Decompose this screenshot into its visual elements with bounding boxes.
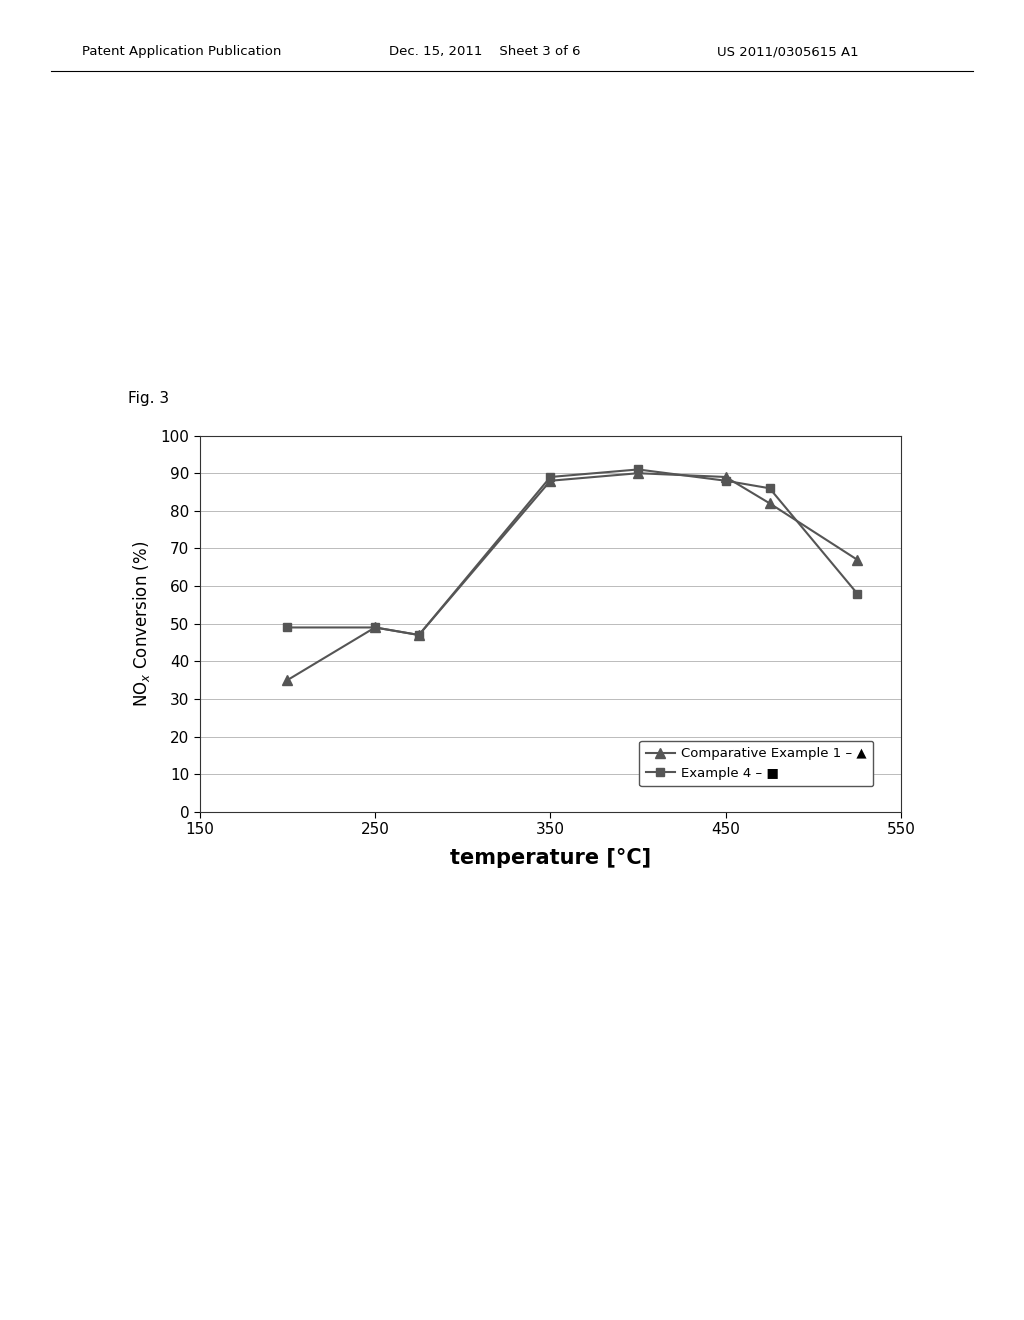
Text: US 2011/0305615 A1: US 2011/0305615 A1 (717, 45, 858, 58)
X-axis label: temperature [°C]: temperature [°C] (450, 849, 651, 869)
Text: Dec. 15, 2011    Sheet 3 of 6: Dec. 15, 2011 Sheet 3 of 6 (389, 45, 581, 58)
Text: Fig. 3: Fig. 3 (128, 391, 169, 405)
Text: Patent Application Publication: Patent Application Publication (82, 45, 282, 58)
Y-axis label: NO$_x$ Conversion (%): NO$_x$ Conversion (%) (131, 541, 152, 706)
Legend: Comparative Example 1 – ▲, Example 4 – ■: Comparative Example 1 – ▲, Example 4 – ■ (639, 741, 873, 787)
